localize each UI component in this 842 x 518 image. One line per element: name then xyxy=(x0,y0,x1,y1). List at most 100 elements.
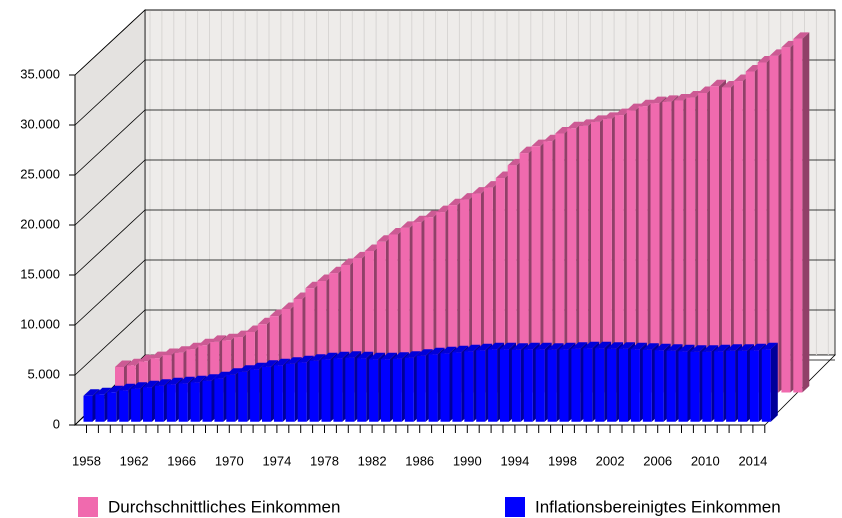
bar-front xyxy=(162,355,172,393)
bar-front xyxy=(143,387,152,422)
bar-front xyxy=(464,351,474,422)
bar-front xyxy=(567,128,577,393)
bar-front xyxy=(472,193,481,393)
bar-top xyxy=(416,349,433,356)
y-tick-label: 25.000 xyxy=(20,166,60,181)
bar-front xyxy=(210,341,220,393)
bar-front xyxy=(273,365,283,422)
bar-front xyxy=(400,227,410,393)
x-tick-label: 1986 xyxy=(405,453,434,468)
bar-front xyxy=(702,351,712,422)
bar-top xyxy=(131,382,148,389)
bar-top xyxy=(150,351,167,359)
bar-front xyxy=(781,47,791,393)
bar-front xyxy=(523,349,533,422)
bar-front xyxy=(297,362,307,422)
bar-top xyxy=(650,96,667,104)
bar-top xyxy=(202,374,219,381)
bar-front xyxy=(686,97,696,393)
bar-front xyxy=(749,350,759,422)
bar-front xyxy=(710,86,719,393)
bar-front xyxy=(674,100,684,393)
x-tick-label: 1990 xyxy=(453,453,482,468)
bar-front xyxy=(341,264,351,393)
bar-top xyxy=(214,371,231,379)
bar-front xyxy=(678,351,688,422)
bar-top xyxy=(571,342,588,349)
bar-front xyxy=(234,337,243,393)
bar-top xyxy=(115,360,131,368)
x-tick-label: 2002 xyxy=(596,453,625,468)
bar-front xyxy=(357,358,367,422)
legend-swatch xyxy=(505,497,525,517)
bar-front xyxy=(198,345,208,393)
bar-top xyxy=(178,376,195,384)
bar-top xyxy=(567,121,584,129)
bar-front xyxy=(507,165,517,393)
bar-top xyxy=(559,342,576,350)
bar-top xyxy=(392,352,409,359)
bar-front xyxy=(793,38,803,393)
bar-front xyxy=(543,141,553,393)
bar-front xyxy=(95,394,105,422)
bar-top xyxy=(523,342,540,350)
bar-front xyxy=(119,390,129,422)
bar-front xyxy=(448,205,458,393)
bar-front xyxy=(83,395,93,422)
bar-top xyxy=(126,358,143,366)
bar-front xyxy=(535,349,545,422)
bar-top xyxy=(297,355,314,363)
bar-front xyxy=(329,273,339,393)
bar-front xyxy=(721,87,731,393)
bar-top xyxy=(95,387,112,395)
bar-front xyxy=(495,178,505,393)
bar-front xyxy=(250,369,260,422)
bar-front xyxy=(126,365,136,393)
y-tick-label: 0 xyxy=(53,416,60,431)
x-tick-label: 1962 xyxy=(120,453,149,468)
bar-front xyxy=(166,384,176,422)
bar-front xyxy=(483,187,493,393)
bar-top xyxy=(662,95,679,102)
bar-front xyxy=(138,361,148,393)
bar-front xyxy=(309,360,319,422)
bar-top xyxy=(174,346,191,353)
x-tick-label: 1970 xyxy=(215,453,244,468)
bar-top xyxy=(440,346,457,354)
y-tick-label: 15.000 xyxy=(20,266,60,281)
x-tick-label: 1974 xyxy=(262,453,291,468)
bar-top xyxy=(428,347,445,355)
x-tick-label: 2014 xyxy=(738,453,767,468)
bar-front xyxy=(150,358,160,393)
bar-front xyxy=(476,350,486,422)
bar-front xyxy=(333,358,343,422)
bar-top xyxy=(250,362,267,370)
bar-top xyxy=(591,115,607,122)
bar-top xyxy=(654,343,671,351)
bar-top xyxy=(638,99,655,107)
bar-top xyxy=(726,344,743,351)
bar-front xyxy=(293,298,303,393)
legend-label: Durchschnittliches Einkommen xyxy=(108,497,340,516)
bar-top xyxy=(583,341,600,349)
bar-top xyxy=(107,385,124,393)
bar-top xyxy=(138,354,155,362)
bar-front xyxy=(452,352,462,422)
bar-front xyxy=(305,288,315,393)
x-tick-label: 1998 xyxy=(548,453,577,468)
bar-top xyxy=(714,344,731,352)
bar-top xyxy=(476,343,493,351)
bar-front xyxy=(416,355,426,422)
bar-front xyxy=(131,388,141,422)
bar-top xyxy=(321,352,338,360)
bar-front xyxy=(154,385,164,422)
bar-top xyxy=(488,342,505,350)
bar-top xyxy=(162,348,179,356)
bar-front xyxy=(619,348,628,422)
bar-top xyxy=(738,344,754,351)
bar-front xyxy=(214,378,224,422)
x-tick-label: 1994 xyxy=(500,453,529,468)
bar-top xyxy=(674,93,691,101)
bar-top xyxy=(273,358,290,366)
bar-top xyxy=(262,360,278,367)
